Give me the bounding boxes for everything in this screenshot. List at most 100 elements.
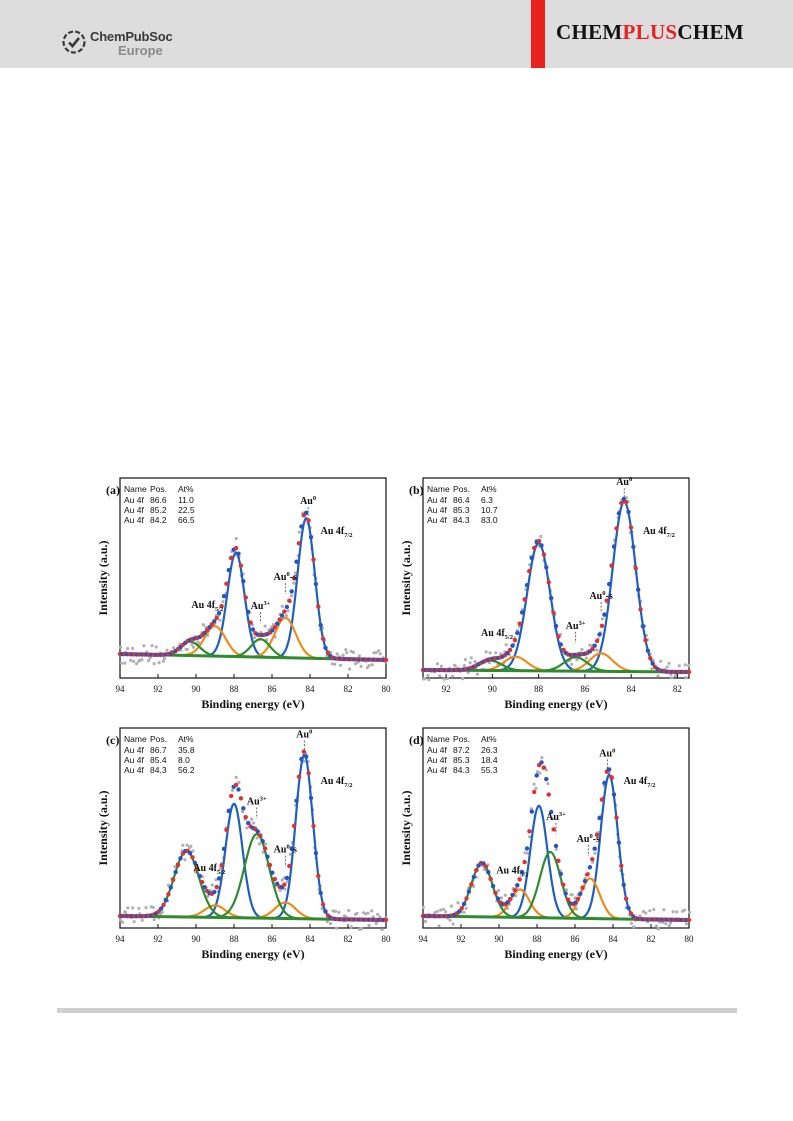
raw-data-point — [671, 910, 675, 914]
journal-title[interactable]: CHEMPLUSCHEM — [556, 20, 744, 45]
raw-data-point — [140, 658, 144, 662]
envelope-point — [243, 595, 248, 600]
envelope-point — [246, 609, 251, 614]
envelope-point — [556, 634, 561, 639]
envelope-point — [638, 607, 643, 612]
envelope-point — [304, 510, 309, 515]
table-header: At% — [481, 484, 497, 494]
raw-data-point — [152, 918, 156, 922]
raw-data-point — [140, 918, 144, 922]
raw-data-point — [526, 851, 530, 855]
envelope-point — [289, 846, 294, 851]
x-tick-label: 90 — [192, 934, 202, 944]
raw-data-point — [331, 909, 335, 913]
envelope-point — [505, 900, 510, 905]
panel-label: (d) — [409, 733, 424, 747]
raw-data-point — [214, 878, 218, 882]
x-tick-label: 92 — [154, 684, 163, 694]
raw-data-point — [496, 888, 501, 893]
envelope-point — [614, 815, 619, 820]
raw-data-point — [289, 594, 294, 598]
raw-data-point — [144, 906, 148, 910]
table-cell: 87.2 — [453, 745, 470, 755]
peak-annotation: Au 4f7/2 — [321, 526, 353, 539]
table-cell: 35.8 — [178, 745, 195, 755]
raw-data-point — [123, 661, 127, 665]
raw-data-point — [118, 918, 122, 922]
raw-data-point — [675, 910, 679, 914]
raw-data-point — [677, 664, 681, 668]
table-cell: Au 4f — [124, 505, 144, 515]
envelope-point — [287, 598, 292, 603]
envelope-point — [602, 612, 607, 617]
envelope-point — [539, 760, 544, 765]
raw-data-point — [128, 658, 133, 662]
envelope-point — [527, 568, 532, 574]
envelope-point — [464, 896, 469, 901]
envelope-point — [233, 782, 239, 788]
table-cell: 6.3 — [481, 495, 493, 505]
x-tick-label: 88 — [534, 684, 544, 694]
envelope-point — [607, 767, 612, 772]
x-tick-label: 86 — [268, 684, 278, 694]
table-cell: 84.3 — [453, 765, 470, 775]
raw-data-point — [173, 865, 177, 869]
table-cell: 11.0 — [178, 495, 194, 505]
raw-data-point — [665, 665, 669, 669]
journal-title-part2: PLUS — [622, 20, 678, 44]
envelope-point — [226, 567, 231, 573]
envelope-point — [226, 808, 231, 814]
raw-data-point — [683, 908, 687, 912]
envelope-point — [248, 620, 253, 625]
raw-data-point — [162, 656, 166, 661]
raw-data-point — [126, 906, 130, 910]
envelope-point — [238, 563, 244, 568]
envelope-point — [522, 859, 527, 865]
raw-data-point — [142, 644, 146, 648]
peak-annotation: Au0-s — [577, 833, 600, 845]
envelope-point — [621, 882, 626, 887]
raw-data-point — [484, 650, 488, 654]
x-tick-label: 84 — [627, 684, 637, 694]
raw-data-point — [463, 658, 468, 662]
raw-data-point — [132, 920, 136, 924]
raw-data-point — [151, 905, 155, 909]
raw-data-point — [237, 780, 241, 785]
envelope-point — [481, 861, 486, 866]
raw-data-point — [218, 867, 222, 871]
table-header: At% — [178, 734, 194, 744]
envelope-point — [493, 890, 498, 896]
raw-data-point — [126, 646, 130, 651]
raw-data-point — [650, 667, 654, 671]
y-axis-label: Intensity (a.u.) — [96, 790, 110, 865]
raw-data-point — [152, 662, 156, 666]
envelope-point — [241, 806, 246, 811]
peak-annotation: Au3+ — [247, 795, 267, 807]
raw-data-point — [185, 843, 189, 847]
envelope-point — [272, 876, 277, 882]
envelope-point — [517, 621, 522, 626]
envelope-series — [117, 749, 389, 923]
envelope-point — [573, 900, 578, 905]
envelope-point — [306, 770, 311, 776]
raw-data-point — [456, 901, 460, 905]
raw-data-point — [165, 648, 169, 652]
envelope-point — [551, 827, 556, 832]
envelope-point — [178, 856, 183, 861]
envelope-point — [529, 809, 534, 814]
envelope-point — [519, 869, 525, 875]
raw-data-point — [423, 919, 428, 923]
raw-data-point — [667, 661, 671, 665]
raw-data-point — [357, 654, 361, 658]
envelope-point — [534, 773, 539, 778]
publisher-logo[interactable]: ChemPubSoc Europe — [62, 26, 192, 60]
raw-data-point — [330, 662, 334, 666]
raw-data-point — [442, 907, 446, 911]
envelope-point — [296, 541, 302, 546]
table-header: At% — [481, 734, 497, 744]
raw-data-point — [351, 650, 355, 654]
peak-annotation: Au0-s — [274, 844, 297, 856]
raw-data-point — [475, 672, 480, 676]
table-cell: 55.3 — [481, 765, 498, 775]
raw-data-point — [662, 908, 666, 912]
